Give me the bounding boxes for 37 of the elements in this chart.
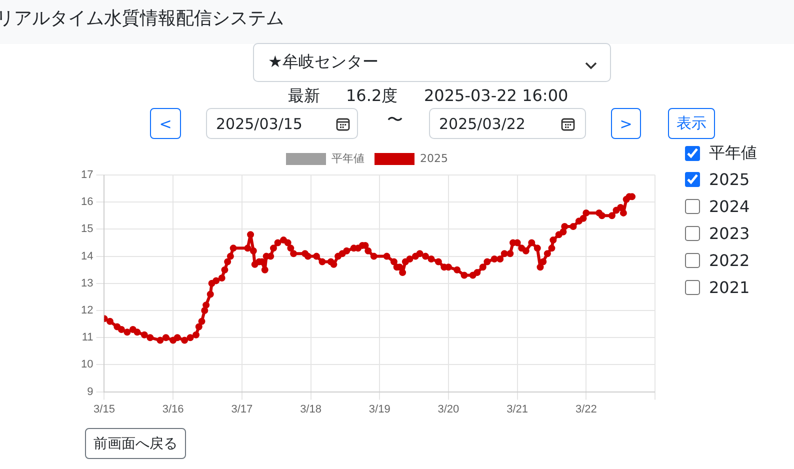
text: 2023 — [709, 224, 750, 243]
text: 16.2度 — [346, 86, 398, 107]
text: > — [611, 108, 641, 139]
text: 2025 — [709, 170, 750, 189]
y-tick-label: 14 — [80, 250, 94, 262]
text: < — [150, 108, 181, 139]
y-tick-label: 9 — [87, 386, 94, 398]
x-tick-label: 3/18 — [300, 403, 322, 416]
text: 最新 — [288, 86, 320, 107]
text: 〜 — [387, 110, 403, 131]
x-tick-label: 3/16 — [162, 403, 184, 416]
text: 2022 — [709, 251, 750, 270]
y-tick-label: 12 — [80, 304, 94, 317]
x-tick-label: 3/21 — [506, 403, 528, 416]
y-tick-label: 17 — [80, 169, 94, 182]
x-tick-label: 3/19 — [368, 403, 390, 416]
y-tick-label: 10 — [80, 358, 94, 371]
x-tick-label: 3/22 — [575, 403, 597, 416]
x-tick-label: 3/15 — [94, 403, 115, 416]
text: ★牟岐センター — [253, 43, 611, 82]
text: 2024 — [709, 197, 750, 216]
text: 平年値 — [709, 143, 757, 162]
text: 表示 — [668, 108, 715, 139]
x-tick-label: 3/20 — [438, 403, 460, 416]
legend-label: 2025 — [420, 152, 448, 165]
text: 2025/03/15 — [206, 108, 358, 139]
text: リアルタイム水質情報配信システム — [0, 7, 284, 30]
text: 2025/03/22 — [429, 108, 586, 139]
y-tick-label: 16 — [80, 196, 94, 208]
text: 2021 — [709, 278, 750, 297]
x-tick-label: 3/17 — [231, 403, 253, 416]
y-tick-label: 11 — [82, 332, 94, 344]
y-tick-label: 15 — [80, 223, 94, 236]
text: 2025-03-22 16:00 — [424, 86, 568, 105]
text: 前画面へ戻る — [85, 428, 186, 459]
y-tick-label: 13 — [80, 277, 94, 290]
legend-label: 平年値 — [332, 152, 365, 165]
